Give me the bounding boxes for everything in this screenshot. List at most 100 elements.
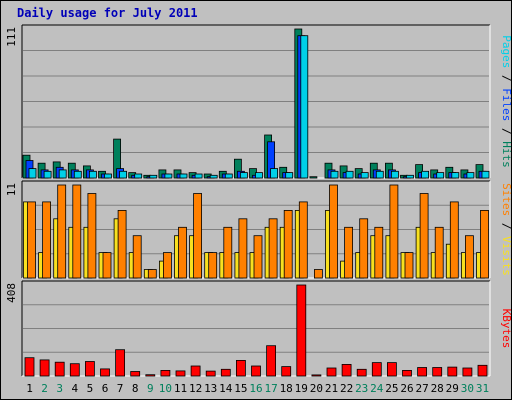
bar-pages bbox=[285, 172, 294, 179]
bar-kbytes bbox=[326, 367, 337, 377]
bar-kbytes bbox=[311, 374, 322, 377]
bar-kbytes bbox=[100, 368, 110, 377]
bar-sites bbox=[87, 193, 97, 279]
bar-sites bbox=[57, 184, 67, 279]
bar-kbytes bbox=[175, 370, 186, 377]
bar-pages bbox=[345, 170, 354, 179]
x-tick-label: 4 bbox=[71, 382, 78, 395]
x-tick-label: 23 bbox=[355, 382, 368, 395]
bar-pages bbox=[436, 172, 445, 179]
y-max-label: 111 bbox=[5, 27, 18, 47]
bar-pages bbox=[330, 170, 339, 179]
x-tick-label: 11 bbox=[174, 382, 187, 395]
legend-item: Visits bbox=[500, 236, 512, 276]
bar-sites bbox=[253, 235, 263, 279]
bar-sites bbox=[27, 201, 36, 279]
bar-pages bbox=[481, 170, 490, 179]
bar-kbytes bbox=[130, 371, 141, 377]
bar-sites bbox=[313, 269, 323, 279]
bar-pages bbox=[466, 172, 475, 179]
bar-pages bbox=[43, 170, 52, 179]
bar-kbytes bbox=[69, 363, 80, 377]
x-tick-label: 21 bbox=[325, 382, 338, 395]
bar-sites bbox=[434, 226, 444, 279]
bar-sites bbox=[329, 184, 338, 279]
legend-item: Hits bbox=[500, 141, 512, 168]
bar-kbytes bbox=[85, 361, 95, 377]
x-tick-label: 25 bbox=[385, 382, 398, 395]
bar-pages bbox=[164, 173, 173, 179]
bar-sites bbox=[359, 218, 369, 279]
bar-pages bbox=[89, 170, 97, 179]
bar-kbytes bbox=[220, 368, 231, 377]
bar-kbytes bbox=[386, 362, 397, 377]
bar-kbytes bbox=[341, 363, 352, 377]
bar-kbytes bbox=[417, 367, 428, 377]
bar-pages bbox=[58, 169, 67, 179]
bar-sites bbox=[147, 269, 157, 279]
bar-hits bbox=[309, 176, 318, 179]
legend-visits-sites: Sites / Visits bbox=[500, 183, 512, 276]
legend-item: Sites bbox=[500, 183, 512, 216]
bar-kbytes bbox=[462, 367, 473, 377]
bar-sites bbox=[102, 252, 112, 279]
legend-item: Files bbox=[500, 88, 512, 121]
bar-sites bbox=[374, 226, 384, 279]
x-tick-label: 22 bbox=[340, 382, 353, 395]
bar-sites bbox=[72, 184, 82, 279]
bar-pages bbox=[255, 172, 263, 179]
bar-sites bbox=[268, 218, 278, 279]
legend-item: KBytes bbox=[500, 309, 512, 349]
bar-sites bbox=[238, 218, 248, 279]
legend-separator: / bbox=[500, 121, 512, 141]
chart-title: Daily usage for July 2011 bbox=[17, 6, 198, 20]
bar-pages bbox=[149, 174, 158, 179]
bar-kbytes bbox=[251, 365, 261, 377]
bar-pages bbox=[406, 174, 414, 179]
bar-pages bbox=[134, 173, 143, 179]
bar-kbytes bbox=[432, 367, 443, 377]
bar-sites bbox=[404, 252, 414, 279]
bar-kbytes bbox=[477, 364, 488, 377]
bar-pages bbox=[73, 170, 82, 179]
x-tick-label: 12 bbox=[189, 382, 202, 395]
y-max-label: 11 bbox=[5, 183, 18, 196]
x-tick-label: 27 bbox=[415, 382, 428, 395]
bar-kbytes bbox=[447, 366, 458, 377]
x-tick-label: 6 bbox=[102, 382, 109, 395]
bar-kbytes bbox=[266, 345, 277, 377]
bar-kbytes bbox=[39, 359, 50, 377]
bar-kbytes bbox=[296, 284, 307, 377]
x-tick-label: 2 bbox=[41, 382, 48, 395]
bar-sites bbox=[223, 226, 233, 279]
bar-pages bbox=[179, 173, 188, 179]
bar-kbytes bbox=[402, 369, 412, 377]
x-tick-label: 1 bbox=[26, 382, 33, 395]
bar-kbytes bbox=[235, 359, 246, 377]
bar-pages bbox=[209, 174, 218, 179]
bar-pages bbox=[119, 170, 127, 179]
bar-sites bbox=[132, 235, 142, 279]
x-tick-label: 20 bbox=[310, 382, 323, 395]
bar-kbytes bbox=[205, 370, 216, 377]
bar-kbytes bbox=[24, 357, 35, 377]
bar-sites bbox=[193, 193, 203, 279]
bar-kbytes bbox=[115, 349, 125, 377]
bar-sites bbox=[283, 209, 293, 279]
x-tick-label: 18 bbox=[280, 382, 293, 395]
x-tick-label: 7 bbox=[117, 382, 124, 395]
x-tick-label: 5 bbox=[87, 382, 94, 395]
bar-kbytes bbox=[160, 369, 171, 377]
x-tick-label: 15 bbox=[234, 382, 247, 395]
bar-pages bbox=[390, 170, 399, 179]
x-tick-label: 8 bbox=[132, 382, 139, 395]
bar-sites bbox=[178, 226, 187, 279]
bar-sites bbox=[344, 226, 354, 279]
bar-kbytes bbox=[54, 361, 65, 377]
x-tick-label: 26 bbox=[400, 382, 413, 395]
bar-kbytes bbox=[281, 366, 292, 377]
x-tick-label: 19 bbox=[295, 382, 308, 395]
bar-sites bbox=[449, 201, 459, 279]
bar-kbytes bbox=[371, 362, 382, 377]
